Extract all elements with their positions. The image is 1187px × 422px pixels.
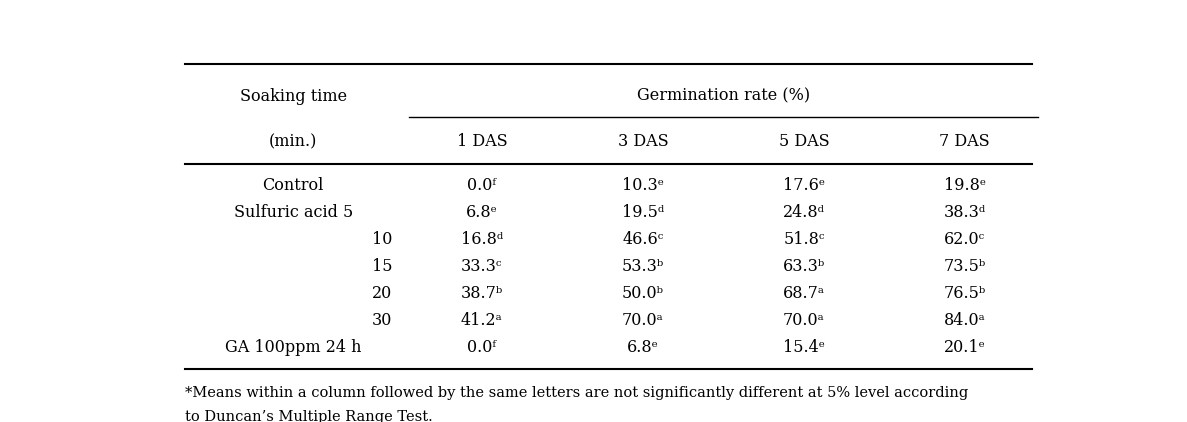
Text: 20.1ᵉ: 20.1ᵉ — [944, 339, 985, 356]
Text: 38.3ᵈ: 38.3ᵈ — [944, 204, 986, 221]
Text: 20: 20 — [372, 285, 392, 302]
Text: 15.4ᵉ: 15.4ᵉ — [782, 339, 825, 356]
Text: 38.7ᵇ: 38.7ᵇ — [461, 285, 503, 302]
Text: 10.3ᵉ: 10.3ᵉ — [622, 177, 664, 194]
Text: 63.3ᵇ: 63.3ᵇ — [782, 258, 825, 275]
Text: 62.0ᶜ: 62.0ᶜ — [944, 231, 985, 248]
Text: 6.8ᵉ: 6.8ᵉ — [627, 339, 659, 356]
Text: 84.0ᵃ: 84.0ᵃ — [944, 312, 985, 329]
Text: 30: 30 — [372, 312, 392, 329]
Text: GA 100ppm 24 h: GA 100ppm 24 h — [226, 339, 362, 356]
Text: 53.3ᵇ: 53.3ᵇ — [622, 258, 664, 275]
Text: 3 DAS: 3 DAS — [617, 133, 668, 150]
Text: Sulfuric acid 5: Sulfuric acid 5 — [234, 204, 353, 221]
Text: 17.6ᵉ: 17.6ᵉ — [782, 177, 825, 194]
Text: 76.5ᵇ: 76.5ᵇ — [944, 285, 986, 302]
Text: 46.6ᶜ: 46.6ᶜ — [622, 231, 664, 248]
Text: 24.8ᵈ: 24.8ᵈ — [782, 204, 825, 221]
Text: 16.8ᵈ: 16.8ᵈ — [461, 231, 503, 248]
Text: 7 DAS: 7 DAS — [939, 133, 990, 150]
Text: 1 DAS: 1 DAS — [457, 133, 507, 150]
Text: to Duncan’s Multiple Range Test.: to Duncan’s Multiple Range Test. — [185, 411, 433, 422]
Text: Germination rate (%): Germination rate (%) — [636, 88, 810, 105]
Text: *Means within a column followed by the same letters are not significantly differ: *Means within a column followed by the s… — [185, 386, 969, 400]
Text: 5 DAS: 5 DAS — [779, 133, 830, 150]
Text: 19.8ᵉ: 19.8ᵉ — [944, 177, 986, 194]
Text: 70.0ᵃ: 70.0ᵃ — [622, 312, 664, 329]
Text: 6.8ᵉ: 6.8ᵉ — [466, 204, 497, 221]
Text: 0.0ᶠ: 0.0ᶠ — [468, 339, 496, 356]
Text: 15: 15 — [372, 258, 392, 275]
Text: Control: Control — [262, 177, 324, 194]
Text: 41.2ᵃ: 41.2ᵃ — [461, 312, 503, 329]
Text: 70.0ᵃ: 70.0ᵃ — [783, 312, 825, 329]
Text: 33.3ᶜ: 33.3ᶜ — [462, 258, 502, 275]
Text: 50.0ᵇ: 50.0ᵇ — [622, 285, 664, 302]
Text: 0.0ᶠ: 0.0ᶠ — [468, 177, 496, 194]
Text: Soaking time: Soaking time — [240, 88, 347, 105]
Text: 51.8ᶜ: 51.8ᶜ — [783, 231, 825, 248]
Text: 68.7ᵃ: 68.7ᵃ — [782, 285, 825, 302]
Text: (min.): (min.) — [269, 133, 317, 150]
Text: 73.5ᵇ: 73.5ᵇ — [944, 258, 986, 275]
Text: 19.5ᵈ: 19.5ᵈ — [622, 204, 664, 221]
Text: 10: 10 — [372, 231, 392, 248]
